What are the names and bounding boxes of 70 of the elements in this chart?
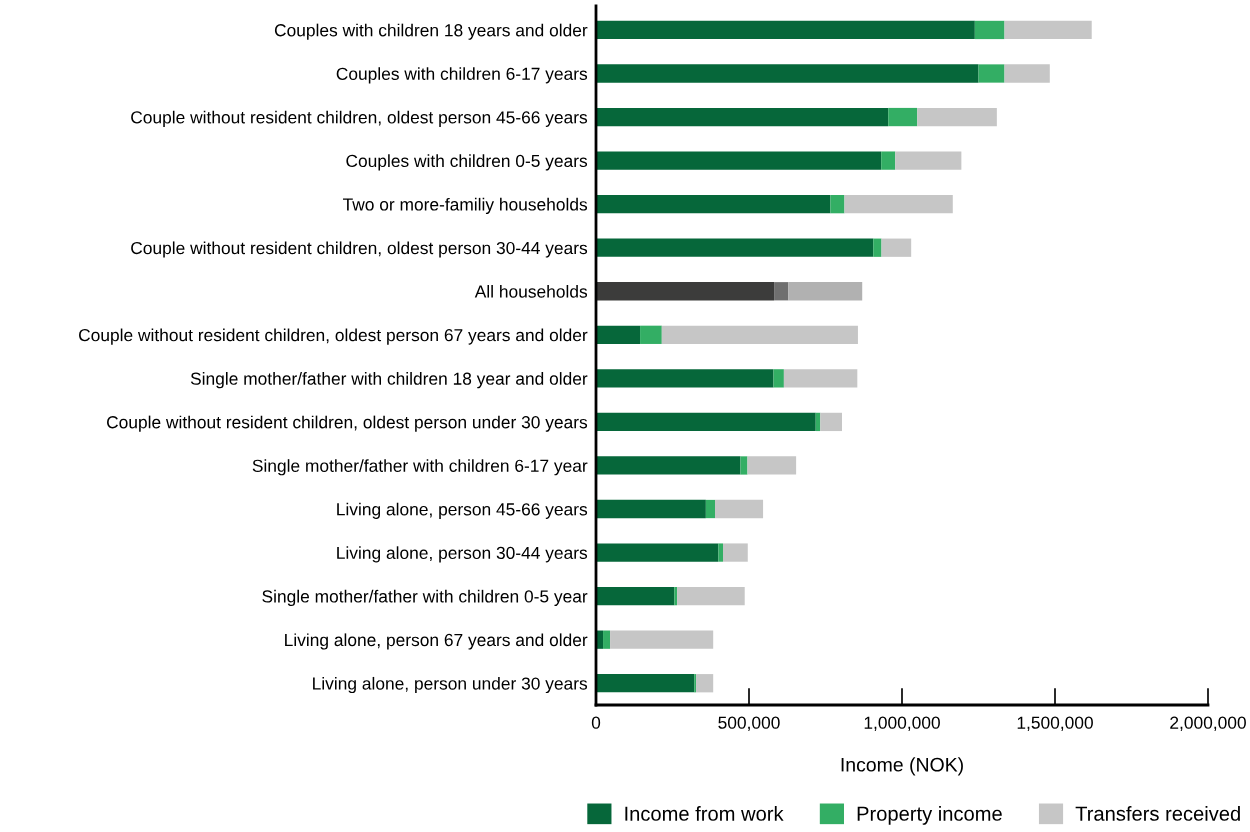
bar	[640, 325, 662, 344]
bar	[718, 543, 723, 562]
bar	[596, 456, 741, 475]
bar	[596, 674, 695, 693]
y-tick-label: Two or more-familiy households	[342, 197, 588, 215]
y-tick-label: Couple without resident children, oldest person 45-66 years	[131, 110, 588, 127]
bar	[747, 456, 797, 475]
bar	[596, 238, 874, 257]
bar	[1004, 64, 1050, 83]
x-axis-title: Income (NOK)	[841, 757, 963, 776]
x-tick-label: 1,500,000	[1017, 716, 1093, 731]
bar	[722, 543, 748, 562]
y-tick-label: Living alone, person 67 years and older	[285, 633, 588, 650]
bar	[596, 151, 882, 170]
y-tick-label: Couple without resident children, oldest person 30-44 years	[131, 241, 588, 258]
bar	[978, 64, 1005, 83]
y-tick-label: Couples with children 0-5 years	[346, 154, 588, 171]
legend-label: Income from work	[625, 806, 784, 821]
bar	[596, 282, 775, 301]
y-tick-label: Living alone, person 30-44 years	[337, 546, 588, 563]
bar	[974, 20, 1005, 40]
y-tick-label: Single mother/father with children 0-5 year	[262, 589, 588, 607]
bar	[740, 456, 748, 475]
bar	[788, 282, 863, 301]
bar	[888, 107, 918, 127]
y-tick-label: Couple without resident children, oldest person 67 years and older	[79, 328, 588, 345]
x-tick-label: 2,000,000	[1170, 716, 1246, 731]
legend-label: Transfers received	[1075, 806, 1240, 821]
bar	[596, 195, 831, 214]
y-tick-label: Single mother/father with children 6-17 year	[252, 459, 588, 476]
x-tick-label: 0	[591, 716, 601, 729]
bar	[596, 499, 706, 519]
bar	[895, 151, 962, 170]
bar	[596, 543, 719, 562]
y-tick-label: Living alone, person 45-66 years	[337, 502, 588, 519]
bar	[820, 412, 843, 432]
bar	[881, 151, 896, 170]
y-tick-label: Couples with children 18 years and older	[274, 23, 588, 40]
bar	[705, 499, 716, 519]
bar	[677, 586, 745, 606]
x-tick-label: 1,000,000	[864, 716, 940, 731]
bar	[610, 630, 714, 649]
x-tick-label: 500,000	[718, 716, 780, 731]
bar	[596, 586, 675, 606]
bar	[715, 499, 764, 519]
y-tick-label: Single mother/father with children 18 year and older	[190, 372, 588, 389]
y-tick-label: Couple without resident children, oldest person under 30 years	[107, 415, 588, 432]
bar	[830, 195, 845, 214]
bar	[596, 412, 816, 432]
bar	[844, 195, 953, 214]
bar	[873, 238, 882, 257]
bar	[596, 64, 979, 83]
bar	[603, 630, 611, 649]
bar	[596, 107, 889, 127]
y-tick-label: All households	[474, 284, 588, 298]
bar	[674, 586, 678, 606]
bar	[773, 369, 784, 388]
bar	[1004, 20, 1092, 40]
bar	[783, 369, 858, 388]
bar	[917, 107, 997, 127]
y-tick-label: Couples with children 6-17 years	[336, 67, 588, 84]
bar	[596, 369, 774, 388]
y-tick-label: Living alone, person under 30 years	[313, 676, 588, 694]
legend-label: Property income	[857, 806, 1002, 825]
bar	[774, 282, 789, 301]
bar	[596, 20, 975, 40]
bar	[881, 238, 912, 257]
bar	[596, 325, 641, 344]
bar	[661, 325, 858, 344]
bar	[696, 674, 714, 693]
